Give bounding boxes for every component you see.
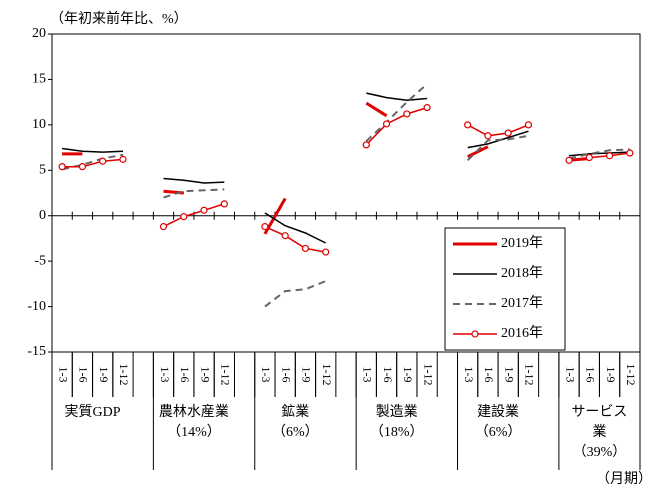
series-marker	[484, 132, 492, 140]
x-tick-label: 1-6	[381, 367, 395, 383]
legend-label: 2016年	[501, 325, 543, 341]
y-tick-label: 15	[32, 72, 46, 87]
series-marker	[281, 232, 289, 240]
legend-label: 2017年	[501, 295, 543, 311]
series-marker	[99, 157, 107, 165]
y-tick-label: -5	[34, 253, 46, 268]
group-label: （6%）	[272, 424, 319, 440]
x-tick-label: 1-9	[604, 367, 618, 383]
series-marker	[464, 121, 472, 129]
legend-label: 2019年	[501, 235, 543, 251]
x-tick-label: 1-6	[482, 367, 496, 383]
x-tick-label: 1-6	[584, 367, 598, 383]
group-label: （39%）	[573, 444, 627, 460]
x-tick-label: 1-3	[361, 367, 375, 383]
y-tick-label: -15	[27, 344, 46, 359]
x-tick-label: 1-12	[421, 364, 435, 386]
y-tick-label: 0	[39, 208, 46, 223]
x-tick-label: 1-12	[523, 364, 537, 386]
x-tick-label: 1-9	[300, 367, 314, 383]
plot-frame	[51, 33, 641, 353]
series-marker	[159, 223, 168, 231]
series-marker	[504, 129, 512, 137]
x-tick-label: 1-3	[462, 367, 476, 383]
series-line	[62, 92, 630, 244]
series-marker	[626, 149, 634, 157]
group-label: 建設業	[477, 404, 519, 420]
series-marker	[585, 153, 593, 162]
group-label: （6%）	[475, 424, 522, 440]
legend-marker	[471, 330, 479, 338]
group-label: 鉱業	[281, 403, 309, 420]
series-marker	[565, 156, 573, 164]
x-axis-label: （月期）	[596, 471, 652, 487]
y-tick-label: 5	[39, 163, 46, 178]
group-label: サービス	[571, 404, 627, 420]
series-marker	[78, 163, 87, 171]
x-tick-label: 1-3	[259, 367, 273, 383]
legend-box	[444, 227, 566, 351]
y-tick-label: 20	[32, 26, 46, 41]
series-marker	[403, 110, 411, 118]
series-line	[62, 106, 630, 253]
x-tick-label: 1-3	[56, 367, 70, 383]
series-marker	[524, 121, 533, 129]
x-tick-label: 1-3	[158, 367, 172, 383]
series-marker	[423, 103, 431, 112]
y-tick-label: -10	[27, 299, 46, 314]
series-line	[61, 83, 630, 308]
series-marker	[58, 163, 66, 171]
series-marker	[301, 244, 310, 253]
x-tick-label: 1-9	[97, 367, 111, 383]
group-label: （18%）	[370, 424, 424, 440]
group-label: 業	[592, 424, 606, 440]
x-tick-label: 1-12	[219, 364, 233, 386]
group-label: 農林水産業	[159, 404, 229, 420]
group-label: 実質GDP	[65, 404, 121, 420]
series-marker	[362, 141, 370, 149]
y-tick-label: 10	[32, 117, 46, 132]
series-marker	[119, 155, 127, 163]
x-tick-label: 1-6	[77, 367, 91, 383]
x-tick-label: 1-12	[320, 364, 334, 386]
series-marker	[220, 200, 228, 208]
group-label: 製造業	[376, 404, 418, 420]
series-marker	[261, 223, 269, 231]
x-tick-label: 1-9	[401, 367, 415, 383]
series-line	[62, 101, 590, 235]
series-marker	[200, 206, 208, 214]
y-axis-label: （年初来前年比、%）	[50, 10, 188, 27]
x-tick-label: 1-6	[279, 367, 293, 383]
x-tick-label: 1-9	[502, 367, 516, 383]
series-marker	[322, 248, 330, 256]
x-tick-label: 1-9	[198, 367, 212, 383]
x-tick-label: 1-3	[563, 367, 577, 383]
group-label: （14%）	[167, 424, 221, 440]
legend-label: 2018年	[501, 265, 543, 281]
series-marker	[382, 120, 391, 128]
x-tick-label: 1-12	[624, 364, 638, 386]
x-tick-label: 1-12	[117, 364, 131, 386]
series-marker	[605, 152, 614, 160]
x-tick-label: 1-6	[178, 367, 192, 383]
series-marker	[180, 213, 188, 221]
